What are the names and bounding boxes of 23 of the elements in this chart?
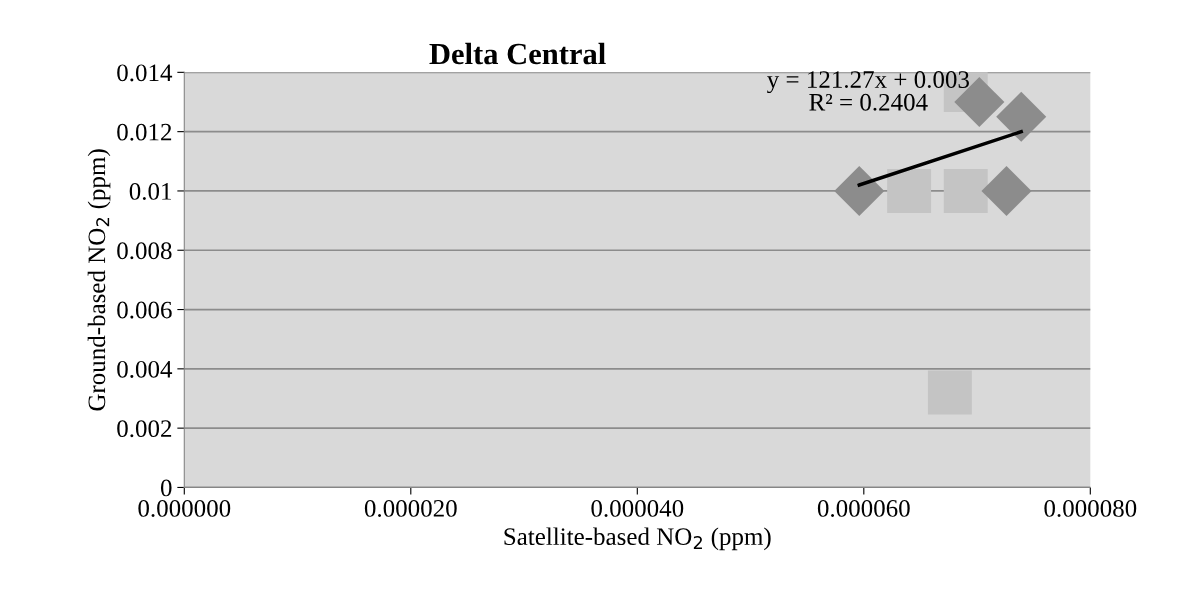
point [834,165,885,216]
point [981,165,1032,216]
y-tick-label: 0.01 [129,182,171,200]
annotation: y = 121.27x + 0.003 R² = 0.2404 [767,71,969,111]
point [887,168,932,213]
chart-title: Delta Central [429,42,606,65]
point [943,168,988,213]
x-axis-title: Satellite-based NO$_{2}$ (ppm) [504,527,771,551]
x-tick-label: 0.000020 [364,499,457,517]
y-tick-label: 0.006 [117,301,172,319]
point [927,370,972,415]
x-tick-label: 0.000060 [817,499,910,517]
y-axis-title: Ground-based NO$_{2}$ (ppm) [87,149,111,411]
x-tick-label: 0.000080 [1044,499,1137,517]
y-tick-label: 0.002 [117,420,172,438]
y-tick-label: 0.012 [117,123,172,141]
point [996,91,1047,142]
y-tick-label: 0.014 [117,64,173,82]
y-tick-label: 0 [160,479,172,497]
y-tick-label: 0.004 [117,360,173,378]
y-tick-label: 0.008 [117,242,172,260]
x-tick-label: 0.000000 [138,499,231,517]
x-tick-label: 0.000040 [591,499,684,517]
